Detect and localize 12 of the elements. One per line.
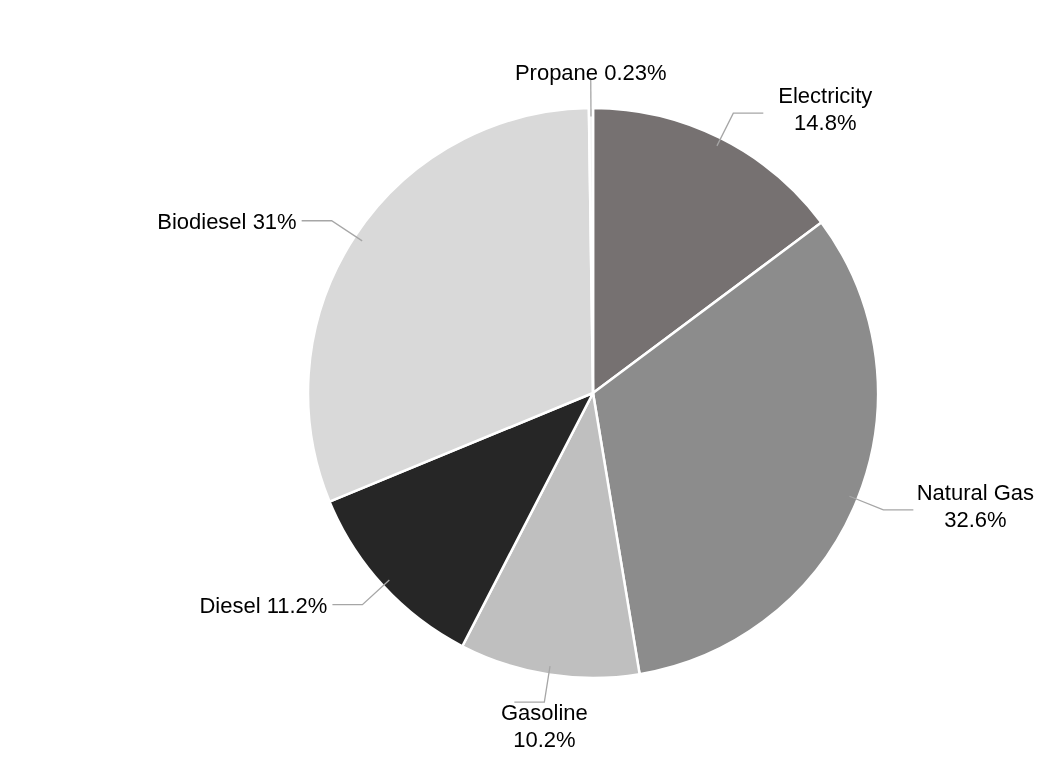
slice-label: Gasoline — [500, 700, 588, 726]
slice-label: Diesel — [199, 592, 261, 618]
slice-label: Natural Gas — [916, 479, 1035, 505]
slice-label: Propane — [514, 60, 599, 86]
slice-label: Electricity — [778, 83, 873, 109]
data-label: 11.2% — [266, 592, 328, 618]
data-label: 0.23% — [604, 60, 667, 86]
slice-label: Biodiesel — [157, 208, 247, 234]
data-label: 10.2% — [513, 727, 576, 753]
data-label: 32.6% — [944, 506, 1007, 532]
data-label: 31% — [252, 208, 297, 234]
data-label: 14.8% — [794, 110, 857, 136]
